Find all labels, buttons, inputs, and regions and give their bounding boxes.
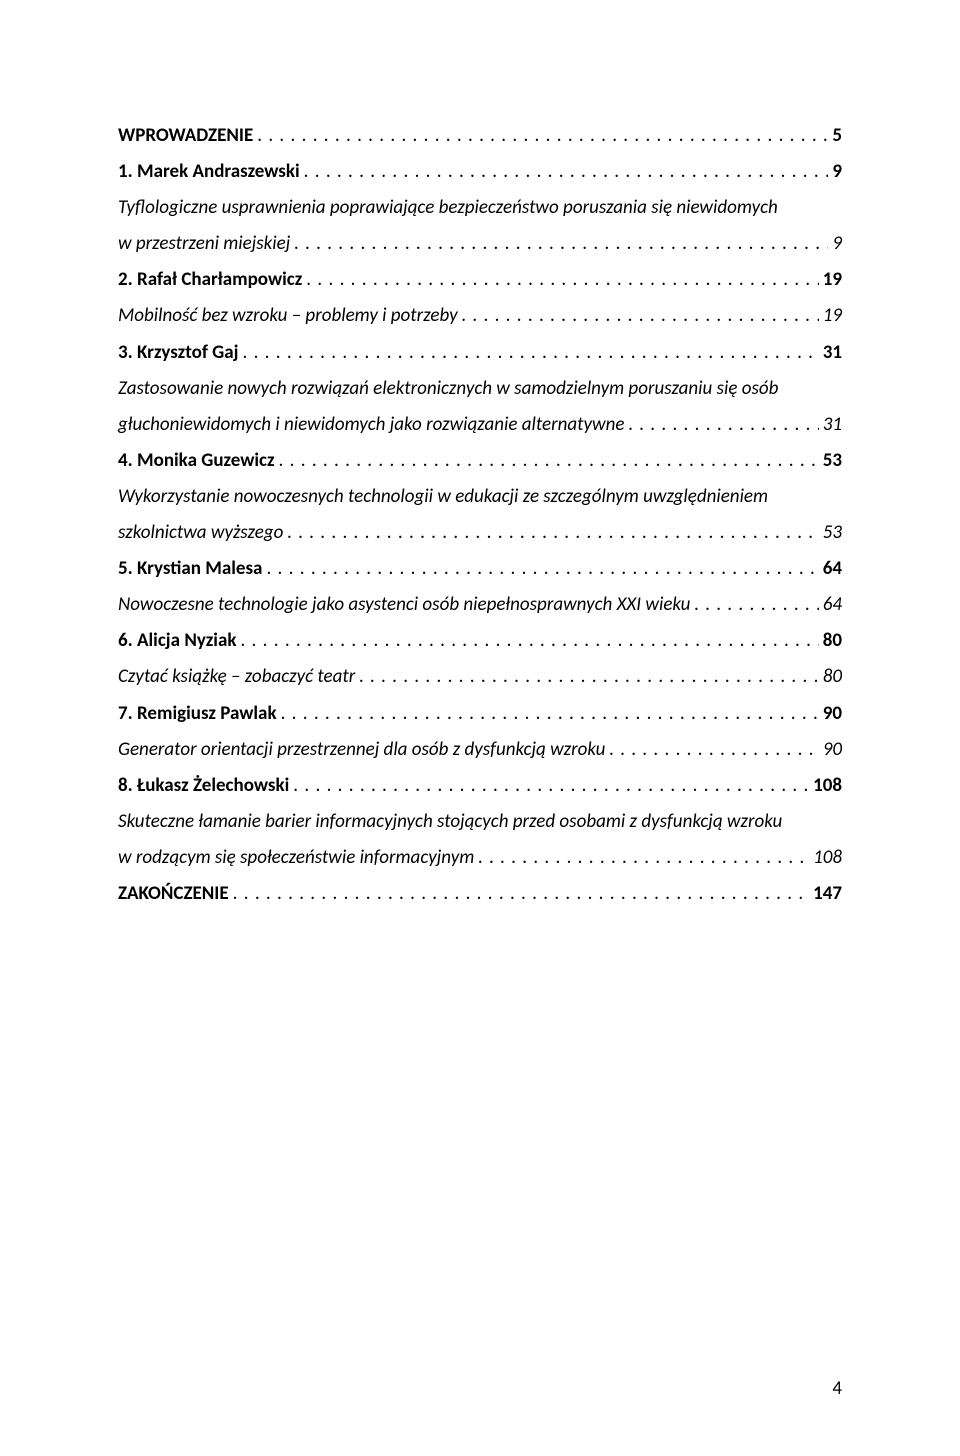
toc-page: 5 xyxy=(828,118,842,154)
table-of-contents: WPROWADZENIE. . . . . . . . . . . . . . … xyxy=(118,118,842,912)
toc-page: 19 xyxy=(819,262,842,298)
toc-leader: . . . . . . . . . . . . . . . . . . . . … xyxy=(474,840,809,876)
toc-leader: . . . . . . . . . . . . . . . . . . . . … xyxy=(289,768,809,804)
toc-line: Wykorzystanie nowoczesnych technologii w… xyxy=(118,479,842,515)
toc-label: 5. Krystian Malesa xyxy=(118,551,262,587)
toc-page: 31 xyxy=(819,335,842,371)
toc-leader: . . . . . . . . . . . . . . . . . . . . … xyxy=(300,154,829,190)
toc-line: 3. Krzysztof Gaj. . . . . . . . . . . . … xyxy=(118,335,842,371)
toc-leader: . . . . . . . . . . . . . . . . . . . . … xyxy=(690,587,818,623)
page-number: 4 xyxy=(832,1377,842,1400)
toc-page: 31 xyxy=(819,407,842,443)
toc-page: 64 xyxy=(819,551,842,587)
toc-line: Tyflologiczne usprawnienia poprawiające … xyxy=(118,190,842,226)
toc-label: 4. Monika Guzewicz xyxy=(118,443,275,479)
toc-leader: . . . . . . . . . . . . . . . . . . . . … xyxy=(239,335,819,371)
toc-page: 147 xyxy=(809,876,842,912)
toc-leader: . . . . . . . . . . . . . . . . . . . . … xyxy=(624,407,818,443)
toc-page: 90 xyxy=(819,732,842,768)
toc-label: w przestrzeni miejskiej xyxy=(118,226,290,262)
toc-line: 4. Monika Guzewicz. . . . . . . . . . . … xyxy=(118,443,842,479)
toc-leader: . . . . . . . . . . . . . . . . . . . . … xyxy=(277,696,819,732)
toc-label: Zastosowanie nowych rozwiązań elektronic… xyxy=(118,371,778,407)
toc-leader: . . . . . . . . . . . . . . . . . . . . … xyxy=(236,623,818,659)
toc-leader: . . . . . . . . . . . . . . . . . . . . … xyxy=(302,262,818,298)
toc-label: 6. Alicja Nyziak xyxy=(118,623,236,659)
toc-page: 80 xyxy=(819,623,842,659)
toc-leader: . . . . . . . . . . . . . . . . . . . . … xyxy=(229,876,809,912)
toc-label: głuchoniewidomych i niewidomych jako roz… xyxy=(118,407,624,443)
toc-line: głuchoniewidomych i niewidomych jako roz… xyxy=(118,407,842,443)
toc-label: 7. Remigiusz Pawlak xyxy=(118,696,277,732)
toc-label: Czytać książkę – zobaczyć teatr xyxy=(118,659,355,695)
toc-label: w rodzącym się społeczeństwie informacyj… xyxy=(118,840,474,876)
toc-leader: . . . . . . . . . . . . . . . . . . . . … xyxy=(262,551,818,587)
toc-page: 80 xyxy=(819,659,842,695)
toc-leader: . . . . . . . . . . . . . . . . . . . . … xyxy=(458,298,819,334)
toc-page: 64 xyxy=(819,587,842,623)
toc-line: 2. Rafał Charłampowicz. . . . . . . . . … xyxy=(118,262,842,298)
toc-line: szkolnictwa wyższego. . . . . . . . . . … xyxy=(118,515,842,551)
document-page: WPROWADZENIE. . . . . . . . . . . . . . … xyxy=(0,0,960,1456)
toc-label: Generator orientacji przestrzennej dla o… xyxy=(118,732,605,768)
toc-label: Nowoczesne technologie jako asystenci os… xyxy=(118,587,690,623)
toc-line: 5. Krystian Malesa. . . . . . . . . . . … xyxy=(118,551,842,587)
toc-line: 6. Alicja Nyziak. . . . . . . . . . . . … xyxy=(118,623,842,659)
toc-label: Mobilność bez wzroku – problemy i potrze… xyxy=(118,298,458,334)
toc-page: 108 xyxy=(809,768,842,804)
toc-line: w rodzącym się społeczeństwie informacyj… xyxy=(118,840,842,876)
toc-leader: . . . . . . . . . . . . . . . . . . . . … xyxy=(283,515,818,551)
toc-line: Zastosowanie nowych rozwiązań elektronic… xyxy=(118,371,842,407)
toc-label: Wykorzystanie nowoczesnych technologii w… xyxy=(118,479,768,515)
toc-line: 1. Marek Andraszewski. . . . . . . . . .… xyxy=(118,154,842,190)
toc-page: 9 xyxy=(828,226,842,262)
toc-line: Generator orientacji przestrzennej dla o… xyxy=(118,732,842,768)
toc-label: 2. Rafał Charłampowicz xyxy=(118,262,302,298)
toc-leader: . . . . . . . . . . . . . . . . . . . . … xyxy=(290,226,828,262)
toc-page: 53 xyxy=(819,443,842,479)
toc-leader: . . . . . . . . . . . . . . . . . . . . … xyxy=(605,732,818,768)
toc-page: 108 xyxy=(809,840,842,876)
toc-leader: . . . . . . . . . . . . . . . . . . . . … xyxy=(355,659,819,695)
toc-label: Skuteczne łamanie barier informacyjnych … xyxy=(118,804,782,840)
toc-line: WPROWADZENIE. . . . . . . . . . . . . . … xyxy=(118,118,842,154)
toc-page: 9 xyxy=(828,154,842,190)
toc-label: 1. Marek Andraszewski xyxy=(118,154,300,190)
toc-line: ZAKOŃCZENIE. . . . . . . . . . . . . . .… xyxy=(118,876,842,912)
toc-label: 3. Krzysztof Gaj xyxy=(118,335,239,371)
toc-leader: . . . . . . . . . . . . . . . . . . . . … xyxy=(275,443,819,479)
toc-label: szkolnictwa wyższego xyxy=(118,515,283,551)
toc-line: Skuteczne łamanie barier informacyjnych … xyxy=(118,804,842,840)
toc-page: 90 xyxy=(819,696,842,732)
toc-line: Mobilność bez wzroku – problemy i potrze… xyxy=(118,298,842,334)
toc-page: 19 xyxy=(819,298,842,334)
toc-line: Czytać książkę – zobaczyć teatr. . . . .… xyxy=(118,659,842,695)
toc-line: 7. Remigiusz Pawlak. . . . . . . . . . .… xyxy=(118,696,842,732)
toc-page: 53 xyxy=(819,515,842,551)
toc-label: Tyflologiczne usprawnienia poprawiające … xyxy=(118,190,778,226)
toc-label: WPROWADZENIE xyxy=(118,118,253,154)
toc-line: Nowoczesne technologie jako asystenci os… xyxy=(118,587,842,623)
toc-label: 8. Łukasz Żelechowski xyxy=(118,768,289,804)
toc-leader: . . . . . . . . . . . . . . . . . . . . … xyxy=(253,118,828,154)
toc-line: w przestrzeni miejskiej. . . . . . . . .… xyxy=(118,226,842,262)
toc-label: ZAKOŃCZENIE xyxy=(118,876,229,912)
toc-line: 8. Łukasz Żelechowski. . . . . . . . . .… xyxy=(118,768,842,804)
